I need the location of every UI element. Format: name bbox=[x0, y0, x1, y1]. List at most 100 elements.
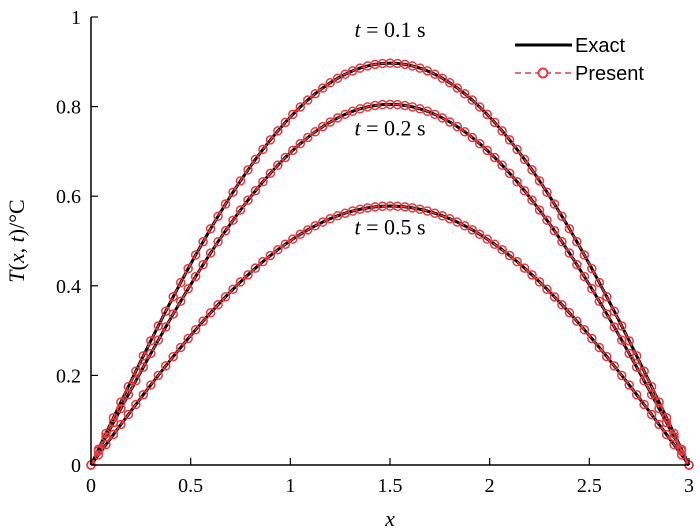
present-marker bbox=[512, 177, 522, 187]
present-marker bbox=[497, 126, 507, 136]
present-marker bbox=[303, 95, 313, 105]
present-marker bbox=[557, 299, 567, 310]
present-marker bbox=[639, 399, 649, 410]
present-marker bbox=[265, 135, 276, 145]
present-marker bbox=[175, 277, 186, 288]
present-marker bbox=[482, 109, 492, 120]
present-marker bbox=[445, 78, 455, 88]
present-marker bbox=[101, 439, 111, 450]
present-marker bbox=[161, 322, 171, 332]
present-marker bbox=[332, 73, 343, 83]
present-marker bbox=[452, 217, 463, 227]
present-marker bbox=[602, 292, 612, 302]
present-marker bbox=[213, 211, 223, 221]
present-marker bbox=[564, 308, 575, 318]
present-marker bbox=[460, 127, 470, 137]
present-marker bbox=[228, 284, 238, 294]
present-marker bbox=[295, 102, 306, 112]
present-marker bbox=[572, 316, 582, 326]
present-marker bbox=[235, 205, 246, 215]
x-tick-label: 2 bbox=[485, 475, 495, 497]
present-marker bbox=[654, 397, 664, 407]
present-marker bbox=[131, 399, 141, 410]
present-marker bbox=[504, 135, 515, 145]
present-marker bbox=[213, 299, 223, 310]
present-marker bbox=[631, 362, 642, 372]
present-marker bbox=[579, 271, 590, 282]
present-marker bbox=[557, 211, 567, 221]
present-marker bbox=[497, 160, 507, 170]
x-tick-label: 1.5 bbox=[378, 475, 403, 497]
present-marker bbox=[587, 263, 597, 274]
y-tick-label: 0.2 bbox=[56, 365, 81, 387]
present-marker bbox=[183, 263, 193, 274]
present-marker bbox=[631, 389, 642, 400]
present-marker bbox=[108, 429, 119, 440]
present-marker bbox=[542, 284, 552, 294]
present-marker bbox=[332, 113, 343, 123]
present-marker bbox=[295, 138, 306, 149]
axes: 0 0.5 1 1.5 2 2.5 3 0 0.2 0.4 0.6 0.8 1 x T(x, t)/°C bbox=[4, 7, 694, 531]
x-axis-label: x bbox=[384, 506, 395, 531]
present-marker bbox=[288, 145, 298, 156]
y-tick-label: 0.6 bbox=[56, 186, 81, 208]
present-marker bbox=[317, 121, 328, 132]
present-marker bbox=[190, 250, 201, 260]
present-marker bbox=[280, 239, 291, 249]
present-marker bbox=[512, 144, 522, 155]
present-marker bbox=[265, 168, 276, 178]
present-marker bbox=[168, 292, 178, 302]
present-marker bbox=[616, 370, 627, 381]
present-marker bbox=[138, 389, 149, 400]
y-tick-label: 0 bbox=[71, 455, 81, 477]
present-marker bbox=[190, 324, 201, 335]
present-marker bbox=[519, 154, 530, 165]
present-marker bbox=[123, 389, 134, 400]
present-marker bbox=[504, 168, 515, 178]
present-marker bbox=[280, 152, 291, 163]
present-marker bbox=[422, 66, 433, 76]
legend-exact-label: Exact bbox=[575, 35, 625, 57]
present-marker bbox=[572, 259, 582, 270]
present-marker bbox=[639, 366, 649, 376]
present-marker bbox=[168, 309, 178, 319]
present-marker bbox=[654, 403, 664, 414]
present-marker bbox=[228, 187, 238, 197]
present-marker bbox=[504, 250, 515, 261]
present-marker bbox=[168, 351, 178, 362]
present-marker bbox=[116, 419, 126, 430]
present-marker bbox=[452, 83, 463, 93]
present-marker bbox=[183, 333, 193, 344]
present-marker bbox=[549, 292, 560, 302]
present-marker bbox=[534, 205, 545, 215]
x-tick-label: 3 bbox=[684, 475, 694, 497]
present-marker bbox=[527, 195, 537, 205]
present-marker bbox=[228, 215, 238, 225]
present-marker bbox=[213, 236, 223, 247]
present-marker bbox=[273, 126, 283, 136]
present-marker bbox=[549, 199, 560, 209]
present-marker bbox=[310, 127, 320, 137]
present-marker bbox=[482, 234, 492, 244]
present-marker bbox=[557, 236, 567, 247]
present-marker bbox=[527, 270, 537, 280]
present-marker bbox=[460, 88, 470, 99]
annotations: t = 0.1 s t = 0.2 s t = 0.5 s bbox=[354, 17, 425, 239]
present-marker bbox=[564, 224, 575, 234]
present-marker bbox=[430, 69, 440, 79]
present-marker bbox=[445, 213, 455, 224]
present-marker bbox=[549, 226, 560, 236]
present-marker bbox=[116, 403, 126, 414]
present-marker bbox=[602, 309, 612, 319]
present-marker bbox=[153, 370, 164, 381]
present-line-t0.1 bbox=[90, 62, 690, 466]
present-marker bbox=[235, 176, 246, 186]
present-marker bbox=[325, 117, 335, 127]
present-marker bbox=[310, 221, 320, 231]
present-marker bbox=[519, 186, 530, 196]
present-marker bbox=[317, 217, 328, 227]
present-marker bbox=[602, 351, 612, 362]
present-marker bbox=[624, 380, 634, 390]
present-marker bbox=[467, 95, 477, 105]
